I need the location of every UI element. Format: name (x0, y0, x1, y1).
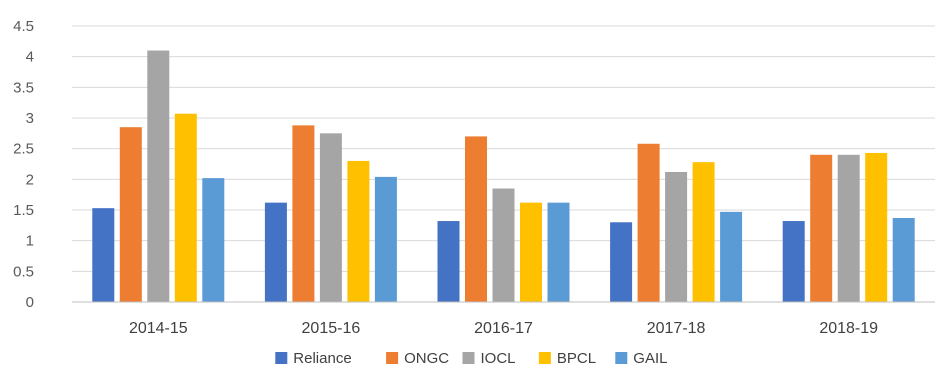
legend-swatch (462, 352, 475, 364)
legend-swatch (615, 352, 628, 364)
legend-label: ONGC (404, 350, 449, 367)
bar-iocl-2015-16 (319, 133, 342, 302)
y-tick-label: 2.5 (13, 141, 34, 158)
legend-label: BPCL (557, 350, 596, 367)
y-tick-label: 0 (26, 294, 34, 311)
y-tick-label: 1.5 (13, 202, 34, 219)
legend-label: Reliance (293, 350, 351, 367)
bar-gail-2016-17 (547, 202, 570, 302)
y-tick-label: 1 (26, 233, 34, 250)
y-tick-label: 4.5 (13, 18, 34, 35)
bar-bpcl-2017-18 (692, 162, 715, 302)
bar-ongc-2016-17 (465, 136, 487, 302)
bar-iocl-2017-18 (665, 171, 688, 302)
bar-reliance-2014-15 (92, 208, 115, 302)
bar-reliance-2016-17 (437, 221, 460, 302)
bar-reliance-2018-19 (782, 221, 805, 302)
bar-ongc-2017-18 (637, 143, 660, 302)
bar-iocl-2016-17 (492, 188, 515, 302)
bar-bpcl-2014-15 (174, 113, 197, 302)
bar-gail-2014-15 (202, 178, 225, 302)
y-tick-label: 3 (26, 110, 34, 127)
legend-swatch (275, 352, 288, 364)
bar-ongc-2014-15 (119, 127, 142, 302)
x-category-label: 2018-19 (819, 320, 878, 337)
bar-gail-2015-16 (374, 176, 397, 302)
bar-iocl-2014-15 (147, 50, 170, 303)
bar-gail-2018-19 (892, 217, 915, 302)
y-tick-label: 2 (26, 171, 34, 188)
bar-ongc-2015-16 (292, 125, 315, 302)
y-tick-label: 4 (26, 49, 34, 66)
legend-label: GAIL (633, 350, 667, 367)
bar-reliance-2017-18 (610, 222, 633, 302)
y-tick-label: 3.5 (13, 79, 34, 96)
y-tick-label: 0.5 (13, 263, 34, 280)
x-axis: 2014-15 2015-16 2016-17 2017-18 2018-19 (72, 301, 935, 337)
x-category-label: 2017-18 (647, 320, 706, 337)
x-category-label: 2014-15 (129, 320, 188, 337)
bar-bpcl-2018-19 (865, 152, 888, 302)
legend-swatch (386, 352, 399, 364)
legend: Reliance ONGC IOCL BPCL GAIL (275, 350, 667, 367)
bar-ongc-2018-19 (810, 154, 833, 302)
bar-reliance-2015-16 (264, 202, 287, 302)
x-category-label: 2015-16 (302, 320, 361, 337)
x-category-label: 2016-17 (474, 320, 533, 337)
bars (92, 50, 915, 303)
legend-label: IOCL (481, 350, 516, 367)
y-axis-ticks: 0 0.5 1 1.5 2 2.5 3 3.5 4 4.5 (13, 18, 34, 311)
bar-bpcl-2016-17 (520, 202, 542, 302)
bar-gail-2017-18 (720, 211, 743, 302)
legend-swatch (538, 352, 551, 364)
bar-iocl-2018-19 (837, 154, 860, 302)
bar-bpcl-2015-16 (347, 160, 370, 302)
